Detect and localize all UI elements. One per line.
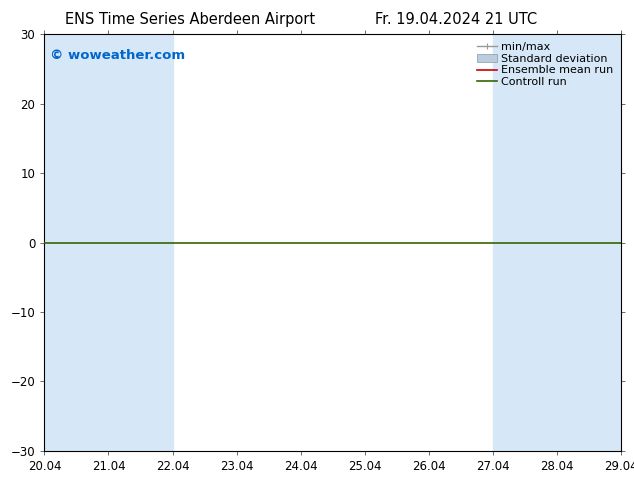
Text: Fr. 19.04.2024 21 UTC: Fr. 19.04.2024 21 UTC xyxy=(375,12,538,27)
Text: ENS Time Series Aberdeen Airport: ENS Time Series Aberdeen Airport xyxy=(65,12,315,27)
Bar xyxy=(557,34,621,451)
Bar xyxy=(108,34,172,451)
Legend: min/max, Standard deviation, Ensemble mean run, Controll run: min/max, Standard deviation, Ensemble me… xyxy=(475,40,616,89)
Bar xyxy=(44,34,108,451)
Text: © woweather.com: © woweather.com xyxy=(50,49,185,62)
Bar xyxy=(493,34,557,451)
